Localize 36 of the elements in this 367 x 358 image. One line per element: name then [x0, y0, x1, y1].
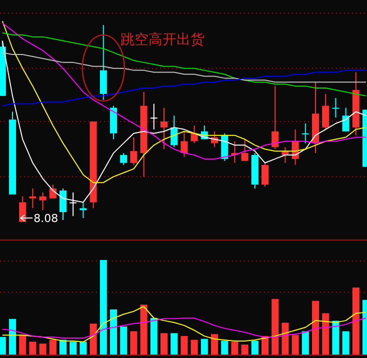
bar [160, 333, 168, 355]
bar [150, 318, 158, 355]
bar [312, 300, 319, 355]
bar [9, 318, 16, 355]
bar [342, 331, 350, 355]
bar [211, 334, 218, 355]
bar [241, 344, 248, 355]
bar [170, 333, 178, 355]
bar [120, 326, 128, 355]
bar [282, 322, 289, 355]
bar [251, 340, 258, 355]
bar [49, 340, 56, 355]
bar [0, 336, 6, 355]
bar [39, 344, 46, 355]
bar [200, 338, 208, 355]
bar [180, 336, 188, 355]
bar [19, 335, 26, 355]
bar [29, 342, 36, 355]
bar [352, 288, 360, 355]
bar [292, 335, 299, 355]
bar [110, 309, 117, 355]
bar [302, 331, 309, 355]
bar [140, 304, 148, 355]
bar [70, 342, 77, 355]
bar [90, 324, 97, 355]
bar [332, 320, 340, 355]
annotation: 8.08 [34, 212, 58, 225]
annotation: 跳空高开出货 [120, 32, 204, 48]
bar [231, 342, 238, 355]
bar [221, 340, 228, 355]
bar [322, 313, 330, 355]
bar [130, 331, 138, 355]
bar [100, 260, 107, 355]
bar [272, 298, 279, 355]
bar [190, 340, 198, 355]
bar [80, 342, 87, 355]
